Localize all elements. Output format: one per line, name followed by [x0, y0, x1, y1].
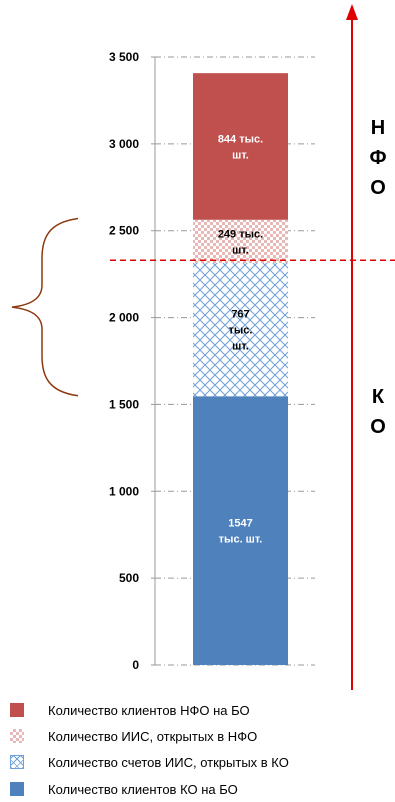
arrow-head-icon: [346, 4, 358, 20]
bar-segment: [193, 263, 288, 397]
legend-label: Количество ИИС, открытых в НФО: [48, 728, 258, 744]
ko-letter: О: [370, 416, 386, 438]
legend-item: Количество счетов ИИС, открытых в КО: [10, 752, 289, 772]
data-label: 767: [231, 309, 249, 321]
data-label: 249 тыс.: [218, 228, 263, 240]
legend-label: Количество счетов ИИС, открытых в КО: [48, 754, 289, 770]
legend-label: Количество клиентов КО на БО: [48, 781, 238, 797]
y-tick-label: 1 500: [109, 397, 139, 411]
legend-swatch: [10, 782, 24, 796]
bar-segment: [193, 396, 288, 665]
y-tick-label: 1 000: [109, 484, 139, 498]
data-label: 1547: [228, 518, 252, 530]
y-axis: 0 500 1 000 1 500 2 000 2 500 3 000 3 500: [109, 50, 156, 672]
y-tick-label: 2 500: [109, 224, 139, 238]
legend-swatch: [10, 729, 24, 743]
data-label: шт.: [232, 149, 249, 161]
legend-item: Количество клиентов НФО на БО: [10, 700, 250, 720]
legend-item: Количество клиентов КО на БО: [10, 779, 238, 799]
y-tick-label: 3 000: [109, 137, 139, 151]
nfo-letter: О: [370, 177, 386, 199]
bar-segment: [193, 219, 288, 264]
nfo-letter: Ф: [369, 147, 386, 169]
curly-brace: [11, 217, 79, 397]
ko-letter: К: [372, 386, 385, 408]
y-tick-label: 500: [119, 571, 139, 585]
y-tick-label: 2 000: [109, 311, 139, 325]
nfo-letter: Н: [371, 117, 385, 139]
legend-item: Количество ИИС, открытых в НФО: [10, 726, 257, 746]
data-label: шт.: [232, 244, 249, 256]
bar-segment: [193, 73, 288, 220]
y-tick-label: 3 500: [109, 50, 139, 64]
bar-labels: 1547 тыс. шт. 767 тыс. шт. 249 тыс. шт. 844 тыс…: [218, 133, 263, 545]
data-label: тыс. шт.: [219, 534, 263, 546]
legend-label: Количество клиентов НФО на БО: [48, 702, 250, 718]
y-tick-label: 0: [132, 658, 139, 672]
data-label: шт.: [232, 341, 249, 353]
data-label: 844 тыс.: [218, 133, 263, 145]
stacked-bar-chart: 0 500 1 000 1 500 2 000 2 500 3 000 3 500 1547 т…: [11, 4, 395, 690]
legend-swatch: [10, 703, 24, 717]
legend-swatch: [10, 755, 24, 769]
bar-stack: [193, 73, 288, 665]
data-label: тыс.: [229, 325, 253, 337]
